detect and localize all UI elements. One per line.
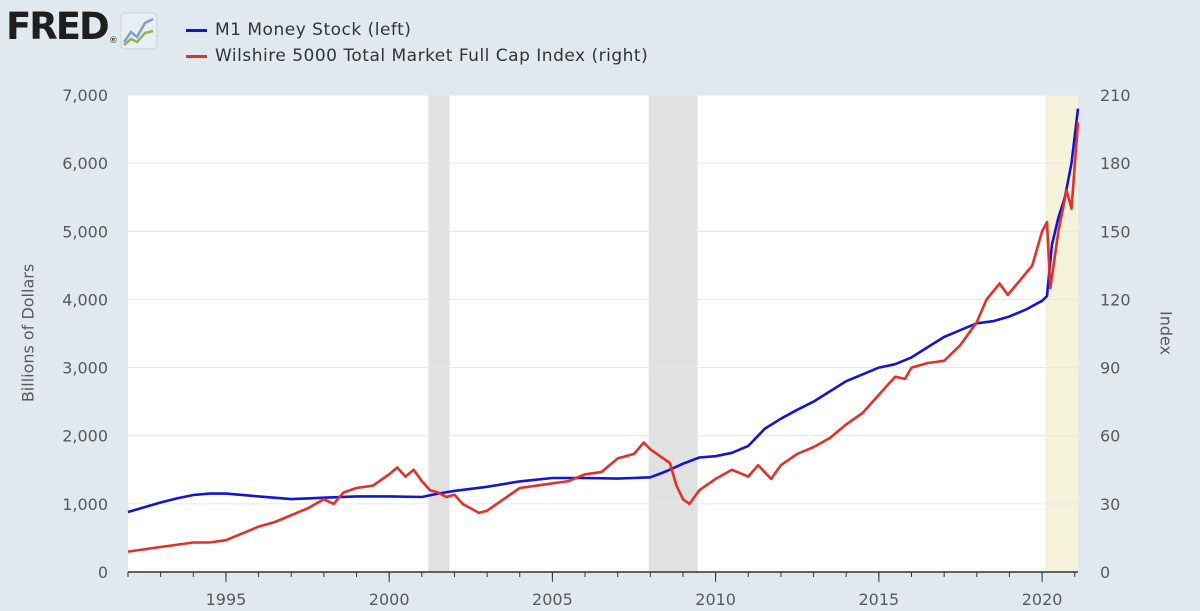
y-tick-label-left: 6,000 <box>62 154 108 173</box>
recession-band-1 <box>648 95 698 572</box>
x-tick-label: 2000 <box>369 590 410 609</box>
y-tick-label-right: 60 <box>1100 427 1120 446</box>
logo-text: FRED <box>6 5 110 48</box>
logo-registered-mark: ® <box>108 36 118 46</box>
y-tick-label-left: 7,000 <box>62 86 108 105</box>
x-tick-label: 2005 <box>532 590 573 609</box>
y-tick-label-right: 90 <box>1100 359 1120 378</box>
legend-label-wilshire: Wilshire 5000 Total Market Full Cap Inde… <box>215 46 649 66</box>
y-tick-label-right: 210 <box>1100 86 1131 105</box>
y-tick-label-left: 5,000 <box>62 222 108 241</box>
legend-swatch-wilshire <box>186 54 207 58</box>
x-tick-label: 2020 <box>1022 590 1063 609</box>
y-axis-title-right: Index <box>1156 310 1176 356</box>
y-tick-label-left: 4,000 <box>62 290 108 309</box>
recession-band-0 <box>428 95 450 572</box>
y-tick-label-left: 0 <box>98 563 108 582</box>
y-tick-label-right: 0 <box>1100 563 1110 582</box>
legend-swatch-m1 <box>186 28 207 32</box>
series-line-m1 <box>127 108 1080 514</box>
series-line-wilshire <box>127 122 1080 553</box>
x-tick-label: 2010 <box>695 590 736 609</box>
y-tick-label-right: 30 <box>1100 495 1120 514</box>
fred-logo[interactable]: FRED ® <box>6 8 158 54</box>
plot-background <box>128 95 1078 572</box>
y-tick-label-right: 150 <box>1100 222 1131 241</box>
chart-legend: M1 Money Stock (left) Wilshire 5000 Tota… <box>186 17 648 69</box>
y-tick-label-left: 2,000 <box>62 427 108 446</box>
legend-item-wilshire[interactable]: Wilshire 5000 Total Market Full Cap Inde… <box>186 43 648 69</box>
y-tick-label-right: 180 <box>1100 154 1131 173</box>
y-tick-label-left: 1,000 <box>62 495 108 514</box>
line-chart-icon <box>120 12 158 54</box>
recession-band-2 <box>1045 95 1078 572</box>
y-tick-label-left: 3,000 <box>62 359 108 378</box>
legend-item-m1[interactable]: M1 Money Stock (left) <box>186 17 648 43</box>
chart-header: FRED ® M1 Money Stock (left) Wilshire 50… <box>0 0 1200 80</box>
x-tick-label: 1995 <box>206 590 247 609</box>
x-tick-label: 2015 <box>858 590 899 609</box>
y-tick-label-right: 120 <box>1100 290 1131 309</box>
legend-label-m1: M1 Money Stock (left) <box>215 20 412 40</box>
y-axis-title-left: Billions of Dollars <box>18 263 38 403</box>
